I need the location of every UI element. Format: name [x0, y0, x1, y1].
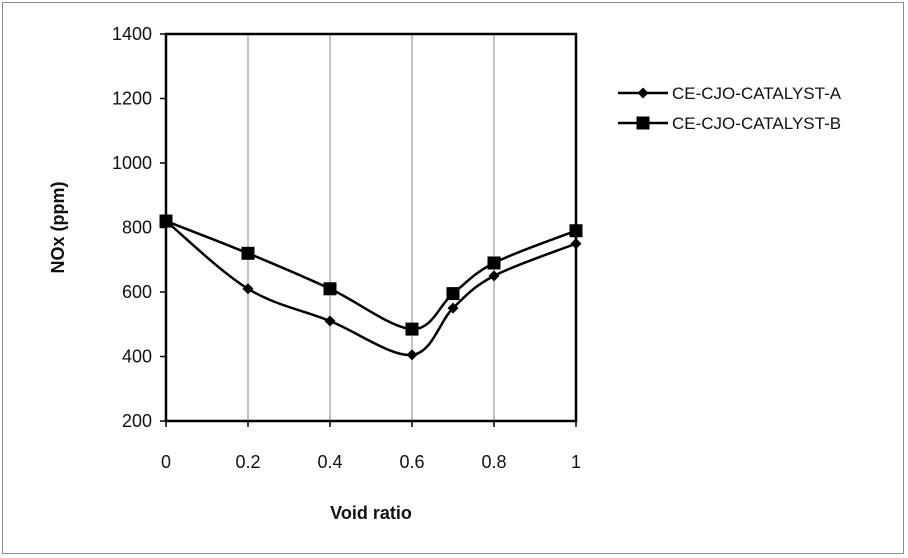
- legend-label: CE-CJO-CATALYST-B: [672, 114, 841, 133]
- x-tick-label: 0.6: [399, 452, 424, 472]
- legend-label: CE-CJO-CATALYST-A: [672, 84, 842, 103]
- square-marker: [487, 256, 501, 270]
- x-axis-ticks: 0 0.2 0.4 0.6 0.8 1: [161, 421, 581, 472]
- x-tick-label: 0: [161, 452, 171, 472]
- series-line: [165, 220, 577, 357]
- grid-lines: [247, 34, 495, 421]
- square-marker: [323, 282, 337, 296]
- diamond-marker: [488, 270, 500, 282]
- square-marker: [636, 116, 650, 130]
- diamond-marker: [570, 238, 582, 250]
- y-tick-label: 1400: [112, 24, 152, 44]
- square-marker: [241, 246, 255, 260]
- plot-area: [164, 32, 578, 423]
- diamond-marker: [447, 302, 459, 314]
- x-tick-label: 0.4: [317, 452, 342, 472]
- y-axis-title: NOx (ppm): [48, 181, 68, 273]
- y-tick-label: 800: [122, 218, 152, 238]
- y-axis-ticks: 200 400 600 800 1000 1200 1400: [112, 24, 166, 431]
- square-marker: [446, 287, 460, 301]
- y-tick-label: 1200: [112, 89, 152, 109]
- y-tick-label: 600: [122, 282, 152, 302]
- y-tick-label: 200: [122, 411, 152, 431]
- x-axis-title: Void ratio: [330, 503, 412, 523]
- legend: CE-CJO-CATALYST-A CE-CJO-CATALYST-B: [618, 84, 842, 133]
- y-tick-label: 400: [122, 347, 152, 367]
- diamond-marker: [406, 349, 418, 361]
- series-layer: [159, 214, 583, 361]
- diamond-marker: [324, 315, 336, 327]
- x-tick-label: 0.8: [481, 452, 506, 472]
- x-tick-label: 1: [571, 452, 581, 472]
- diamond-marker: [637, 87, 649, 99]
- diamond-marker: [242, 283, 254, 295]
- square-marker: [159, 214, 173, 228]
- square-marker: [569, 224, 583, 238]
- x-tick-label: 0.2: [235, 452, 260, 472]
- y-tick-label: 1000: [112, 153, 152, 173]
- square-marker: [405, 322, 419, 336]
